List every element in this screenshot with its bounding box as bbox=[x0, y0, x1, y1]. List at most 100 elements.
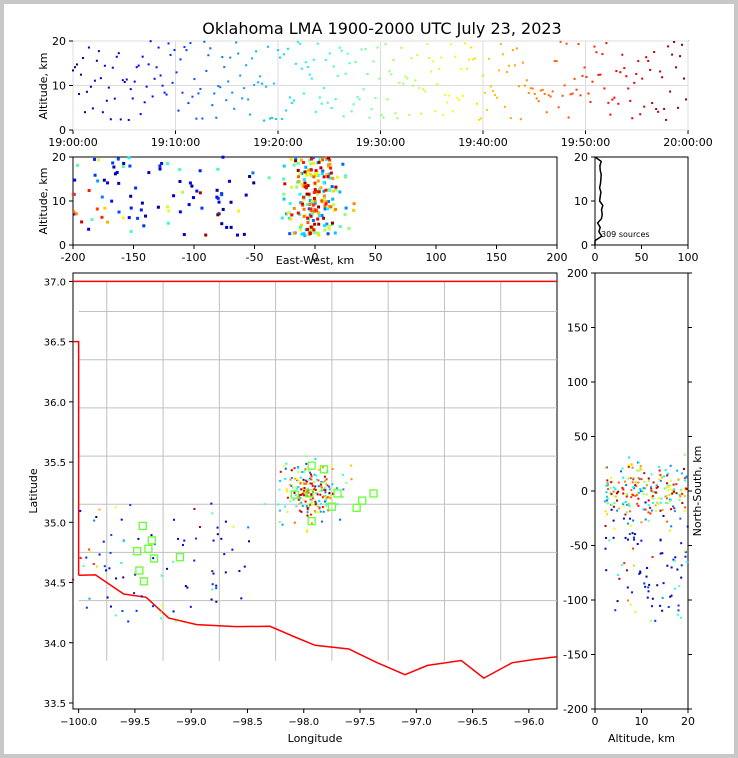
source-point bbox=[241, 97, 244, 100]
source-point bbox=[362, 88, 365, 91]
source-point bbox=[667, 485, 670, 488]
source-point bbox=[626, 599, 629, 602]
source-point bbox=[612, 536, 615, 539]
source-point bbox=[153, 77, 156, 80]
source-point bbox=[283, 465, 286, 468]
source-point bbox=[296, 40, 299, 43]
source-point bbox=[623, 67, 626, 70]
source-point bbox=[450, 43, 453, 46]
source-point bbox=[71, 192, 75, 196]
source-point bbox=[438, 68, 441, 71]
source-point bbox=[306, 221, 310, 225]
source-point bbox=[537, 100, 540, 103]
source-point bbox=[324, 495, 327, 498]
source-point bbox=[651, 597, 654, 600]
source-point bbox=[310, 473, 313, 476]
source-point bbox=[302, 470, 305, 473]
source-point bbox=[330, 465, 333, 468]
source-point bbox=[150, 534, 153, 537]
source-point bbox=[289, 478, 292, 481]
source-point bbox=[324, 59, 327, 62]
source-point bbox=[131, 97, 134, 100]
x-tick-label: 50 bbox=[635, 251, 649, 264]
source-point bbox=[105, 569, 108, 572]
source-point bbox=[306, 490, 309, 493]
altitude-northsouth-panel: 0 10 20 -200 -150 -100 -50 0 50 100 150 200 Altitude… bbox=[563, 267, 704, 745]
source-point bbox=[242, 232, 246, 236]
source-point bbox=[614, 495, 617, 498]
source-point bbox=[111, 66, 114, 69]
y-tick-label: 0 bbox=[581, 239, 588, 252]
source-point bbox=[631, 466, 634, 469]
source-point bbox=[306, 528, 309, 531]
source-point bbox=[280, 216, 284, 220]
source-point bbox=[633, 81, 636, 84]
source-point bbox=[319, 186, 323, 190]
source-point bbox=[139, 113, 142, 116]
source-point bbox=[127, 156, 131, 160]
source-point bbox=[675, 66, 678, 69]
source-point bbox=[310, 493, 313, 496]
source-point bbox=[198, 169, 202, 173]
source-point bbox=[384, 43, 387, 46]
source-point bbox=[243, 565, 246, 568]
source-point bbox=[290, 469, 293, 472]
source-point bbox=[632, 494, 635, 497]
source-point bbox=[310, 478, 313, 481]
lma-station-marker bbox=[175, 553, 185, 562]
source-point bbox=[306, 506, 309, 509]
source-point bbox=[305, 462, 308, 465]
altitude-histogram-line bbox=[594, 156, 604, 245]
source-point bbox=[616, 600, 619, 603]
source-point bbox=[318, 214, 322, 218]
source-point bbox=[557, 106, 560, 109]
source-point bbox=[257, 81, 260, 84]
source-point bbox=[288, 202, 292, 206]
source-point bbox=[313, 222, 317, 226]
source-point bbox=[474, 57, 477, 60]
source-point bbox=[298, 495, 301, 498]
source-point bbox=[480, 117, 483, 120]
source-point bbox=[307, 158, 311, 162]
source-point bbox=[302, 490, 305, 493]
source-point bbox=[651, 555, 654, 558]
source-point bbox=[364, 48, 367, 51]
source-point bbox=[665, 118, 668, 121]
source-point bbox=[611, 98, 614, 101]
source-point bbox=[325, 222, 329, 226]
source-point bbox=[487, 57, 490, 60]
source-point bbox=[418, 86, 421, 89]
source-point bbox=[103, 206, 107, 210]
source-point bbox=[665, 486, 668, 489]
source-point bbox=[652, 491, 655, 494]
source-point bbox=[601, 53, 604, 56]
source-point bbox=[289, 157, 293, 161]
source-point bbox=[678, 585, 681, 588]
source-point bbox=[314, 457, 317, 460]
source-point bbox=[649, 506, 652, 509]
source-point bbox=[229, 56, 232, 59]
source-point bbox=[195, 189, 199, 193]
source-point bbox=[296, 479, 299, 482]
source-point bbox=[331, 467, 334, 470]
source-point bbox=[316, 493, 319, 496]
source-point bbox=[110, 199, 114, 203]
source-point bbox=[297, 471, 300, 474]
source-point bbox=[292, 498, 295, 501]
source-point bbox=[285, 462, 288, 465]
source-point bbox=[545, 111, 548, 114]
source-point bbox=[113, 97, 116, 100]
source-point bbox=[605, 466, 608, 469]
source-point bbox=[352, 103, 355, 106]
source-point bbox=[306, 227, 310, 231]
source-point bbox=[72, 578, 75, 581]
source-point bbox=[72, 210, 76, 214]
source-point bbox=[684, 555, 687, 558]
source-point bbox=[309, 157, 313, 161]
source-point bbox=[663, 107, 666, 110]
source-point bbox=[608, 539, 611, 542]
source-point bbox=[625, 484, 628, 487]
source-point bbox=[630, 463, 633, 466]
source-point bbox=[677, 106, 680, 109]
source-point bbox=[519, 118, 522, 121]
